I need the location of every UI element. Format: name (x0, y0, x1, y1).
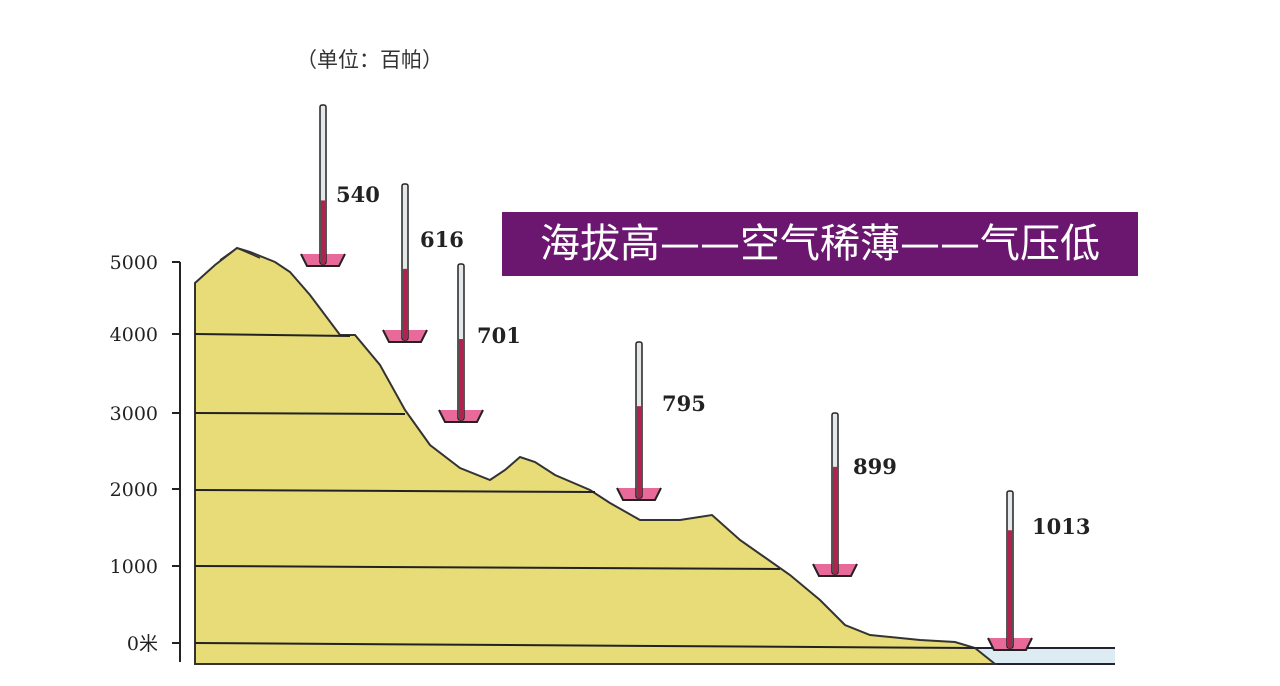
tick-4000: 4000 (110, 324, 158, 346)
pressure-label-795: 795 (662, 391, 706, 416)
unit-label: （单位：百帕） (296, 48, 443, 72)
tick-5000: 5000 (110, 252, 158, 274)
mercury-column (321, 200, 325, 264)
sea-water (975, 648, 1115, 664)
contour-lines (194, 333, 976, 649)
mercury-column (403, 268, 407, 340)
pressure-label-1013: 1013 (1032, 514, 1090, 539)
pressure-label-701: 701 (477, 323, 521, 348)
mercury-column (459, 339, 463, 420)
barometer-701 (438, 263, 484, 423)
pressure-label-899: 899 (853, 454, 897, 479)
tick-0: 0米 (127, 633, 158, 655)
mountain-profile (194, 246, 998, 665)
tick-1000: 1000 (110, 556, 158, 578)
pressure-label-616: 616 (420, 227, 464, 252)
barometer-795 (616, 341, 662, 501)
mercury-column (637, 406, 641, 498)
mercury-column (1008, 530, 1012, 648)
pressure-label-540: 540 (336, 182, 380, 207)
barometer-899 (812, 412, 858, 577)
tick-3000: 3000 (110, 403, 158, 425)
mercury-column (833, 466, 837, 574)
mountain-peak-outline (219, 247, 261, 261)
barometer-616 (382, 183, 428, 343)
banner-caption: 海拔高——空气稀薄——气压低 (502, 212, 1138, 276)
y-axis (172, 261, 181, 662)
tick-2000: 2000 (110, 479, 158, 501)
barometer-1013 (987, 490, 1033, 651)
barometer-540 (300, 104, 346, 267)
